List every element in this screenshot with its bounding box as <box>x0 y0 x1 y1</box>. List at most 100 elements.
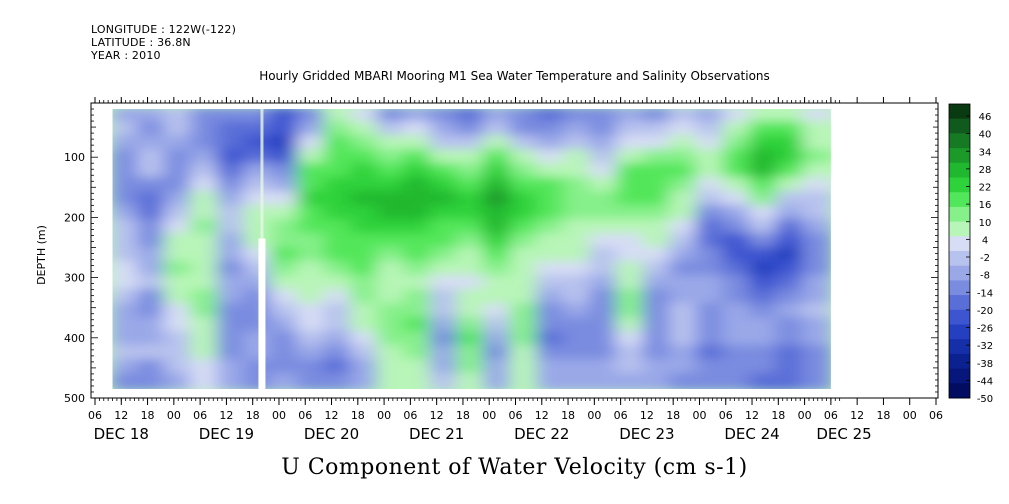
heatmap-cell <box>243 177 275 196</box>
heatmap-cell <box>562 372 594 389</box>
colorbar-label: 34 <box>979 147 992 158</box>
heatmap-cell <box>802 163 831 182</box>
heatmap-cell <box>536 191 567 210</box>
heatmap-cell <box>616 205 647 223</box>
heatmap-cell <box>483 260 514 279</box>
y-tick-label: 300 <box>64 272 85 285</box>
heatmap-cell <box>642 330 674 349</box>
heatmap-cell <box>775 372 807 389</box>
x-day-label: DEC 18 <box>94 425 149 443</box>
heatmap-cell <box>802 177 831 196</box>
heatmap-cell <box>349 330 381 349</box>
heatmap-cell <box>216 177 248 196</box>
heatmap-cell <box>775 302 807 321</box>
heatmap-cell <box>456 246 488 265</box>
heatmap-cell <box>616 246 647 265</box>
heatmap-cell <box>509 260 541 279</box>
heatmap-cell <box>323 205 354 223</box>
heatmap-cell <box>562 330 594 349</box>
colorbar-label: -20 <box>977 306 993 317</box>
heatmap-cell <box>483 121 514 140</box>
heatmap-cell <box>112 316 142 335</box>
heatmap-cell <box>137 135 168 154</box>
x-hour-tick-label: 12 <box>745 409 759 422</box>
heatmap-cell <box>137 344 168 363</box>
heatmap-cell <box>112 205 142 223</box>
heatmap-cell <box>749 232 780 251</box>
heatmap-cell <box>216 121 248 140</box>
heatmap-cell <box>589 358 621 377</box>
heatmap-cell <box>216 205 248 223</box>
heatmap-cell <box>509 344 541 363</box>
x-hour-tick-label: 06 <box>614 409 628 422</box>
heatmap-cell <box>669 316 700 335</box>
heatmap-cell <box>536 274 567 293</box>
heatmap-cell <box>589 372 621 389</box>
heatmap-cell <box>749 274 780 293</box>
heatmap-cell <box>642 232 674 251</box>
heatmap-cell <box>163 316 195 335</box>
heatmap-cell <box>722 288 754 307</box>
heatmap-cell <box>722 372 754 389</box>
colorbar-swatch <box>949 221 970 237</box>
heatmap-cell <box>112 344 142 363</box>
heatmap-cell <box>270 121 301 140</box>
heatmap-cell <box>642 205 674 223</box>
heatmap-cell <box>562 121 594 140</box>
heatmap-cell <box>775 219 807 237</box>
colorbar-label: -26 <box>977 324 993 335</box>
heatmap-cell <box>562 260 594 279</box>
heatmap-cell <box>376 372 408 389</box>
heatmap-cell <box>669 372 700 389</box>
heatmap-cell <box>802 135 831 154</box>
heatmap-cell <box>163 372 195 389</box>
heatmap-cell <box>163 191 195 210</box>
heatmap-cell <box>509 302 541 321</box>
heatmap-cell <box>216 344 248 363</box>
heatmap-cell <box>429 205 461 223</box>
heatmap-cell <box>163 121 195 140</box>
heatmap-cell <box>722 149 754 168</box>
heatmap-cell <box>429 177 461 196</box>
heatmap-cell <box>456 163 488 182</box>
x-hour-tick-label: 12 <box>640 409 654 422</box>
heatmap-cell <box>456 288 488 307</box>
heatmap-cell <box>456 358 488 377</box>
heatmap-cell <box>376 149 408 168</box>
heatmap-cell <box>616 260 647 279</box>
heatmap-cell <box>429 191 461 210</box>
heatmap-cell <box>403 274 434 293</box>
heatmap-cell <box>216 358 248 377</box>
heatmap-cell <box>695 219 727 237</box>
heatmap-cell <box>695 246 727 265</box>
heatmap-cell <box>616 219 647 237</box>
heatmap-cell <box>536 121 567 140</box>
heatmap-cell <box>403 358 434 377</box>
heatmap-cell <box>216 232 248 251</box>
heatmap-cell <box>270 177 301 196</box>
heatmap-cell <box>112 372 142 389</box>
heatmap-cell <box>722 205 754 223</box>
heatmap-cell <box>616 149 647 168</box>
heatmap-cell <box>562 246 594 265</box>
heatmap-cell <box>589 302 621 321</box>
heatmap-cell <box>802 205 831 223</box>
heatmap-cell <box>349 191 381 210</box>
heatmap-cell <box>137 288 168 307</box>
y-tick-label: 100 <box>64 151 85 164</box>
heatmap-cell <box>536 246 567 265</box>
colorbar-swatch <box>949 295 970 311</box>
colorbar-swatch <box>949 265 970 281</box>
heatmap-cell <box>669 302 700 321</box>
heatmap-cell <box>775 288 807 307</box>
heatmap-cell <box>562 274 594 293</box>
heatmap-cell <box>456 205 488 223</box>
variable-title: U Component of Water Velocity (cm s-1) <box>281 455 748 480</box>
heatmap-cell <box>802 330 831 349</box>
heatmap-cell <box>749 219 780 237</box>
heatmap-cell <box>642 316 674 335</box>
heatmap-field <box>112 109 831 389</box>
heatmap-cell <box>216 246 248 265</box>
heatmap-cell <box>429 372 461 389</box>
heatmap-cell <box>775 330 807 349</box>
